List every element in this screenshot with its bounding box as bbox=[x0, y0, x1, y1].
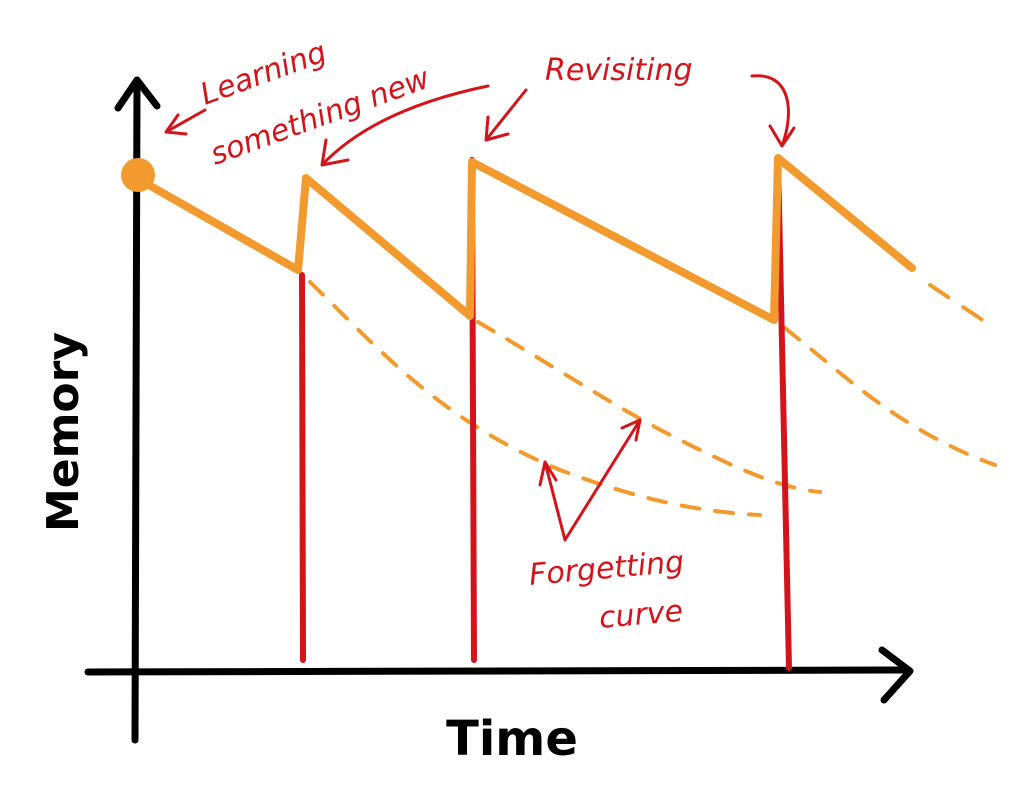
arrow bbox=[320, 84, 490, 167]
forgetting-curve bbox=[783, 326, 997, 467]
memory-curve bbox=[136, 154, 916, 324]
revisit-line bbox=[299, 272, 306, 663]
forgetting-curve bbox=[476, 320, 822, 494]
forgetting-curve bbox=[308, 280, 762, 517]
x-axis-label: Time bbox=[446, 711, 578, 767]
forgetting-curves bbox=[308, 280, 997, 517]
forgetting-extension bbox=[928, 283, 992, 327]
annotation: Revisiting bbox=[545, 53, 693, 88]
annotation-arrows bbox=[164, 74, 796, 542]
start-dot bbox=[121, 158, 155, 192]
y-arrowhead bbox=[114, 76, 161, 112]
arrow bbox=[538, 418, 642, 542]
arrow bbox=[750, 74, 796, 148]
annotation: curve bbox=[598, 594, 685, 636]
annotation: Forgetting bbox=[528, 545, 686, 593]
x-axis bbox=[84, 666, 909, 676]
arrow bbox=[484, 88, 528, 142]
y-axis-label: Memory bbox=[38, 332, 89, 532]
arrow bbox=[164, 108, 207, 136]
x-arrowhead bbox=[878, 646, 914, 704]
